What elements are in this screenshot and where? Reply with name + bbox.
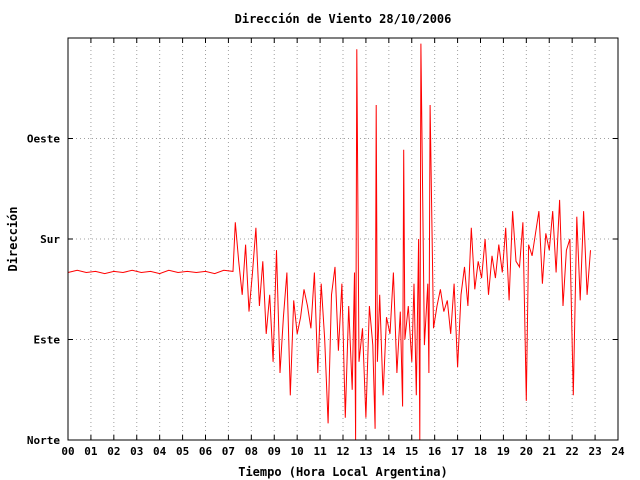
x-tick-label: 05 xyxy=(176,445,189,458)
x-tick-label: 20 xyxy=(520,445,533,458)
axis-ticks: 00 01 02 03 04 05 06 07 08 09 10 11 12 13 14 15 16 17 18 19… xyxy=(27,38,625,458)
series-line xyxy=(67,43,591,441)
series-layer xyxy=(67,43,591,441)
y-tick-label: Sur xyxy=(40,233,60,246)
y-tick-label: Norte xyxy=(27,434,60,447)
x-tick-label: 04 xyxy=(153,445,167,458)
x-tick-label: 02 xyxy=(107,445,120,458)
x-tick-label: 06 xyxy=(199,445,213,458)
x-tick-label: 12 xyxy=(336,445,349,458)
y-tick-label: Oeste xyxy=(27,133,60,146)
x-tick-label: 07 xyxy=(222,445,235,458)
x-tick-label: 03 xyxy=(130,445,143,458)
x-tick-label: 15 xyxy=(405,445,418,458)
x-tick-label: 18 xyxy=(474,445,487,458)
x-tick-label: 11 xyxy=(313,445,327,458)
x-tick-label: 23 xyxy=(588,445,601,458)
x-tick-label: 17 xyxy=(451,445,464,458)
grid xyxy=(68,38,618,440)
x-tick-label: 24 xyxy=(611,445,625,458)
x-tick-label: 13 xyxy=(359,445,372,458)
x-tick-label: 22 xyxy=(566,445,579,458)
y-axis-title: Dirección xyxy=(6,206,20,271)
x-tick-label: 08 xyxy=(245,445,258,458)
x-tick-label: 10 xyxy=(291,445,304,458)
y-tick-label: Este xyxy=(34,334,61,347)
x-tick-label: 19 xyxy=(497,445,510,458)
x-tick-label: 16 xyxy=(428,445,442,458)
x-tick-label: 00 xyxy=(61,445,74,458)
x-tick-label: 14 xyxy=(382,445,396,458)
x-tick-label: 01 xyxy=(84,445,98,458)
chart-title: Dirección de Viento 28/10/2006 xyxy=(235,12,452,26)
x-tick-label: 21 xyxy=(543,445,557,458)
x-tick-label: 09 xyxy=(268,445,281,458)
x-axis-title: Tiempo (Hora Local Argentina) xyxy=(238,465,448,479)
